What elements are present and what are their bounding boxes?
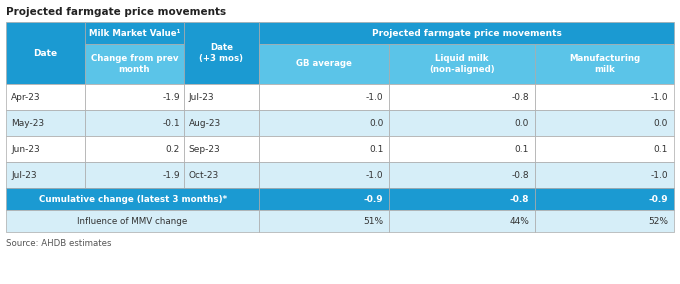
Text: Jul-23: Jul-23 [11, 170, 37, 179]
Text: -1.9: -1.9 [162, 170, 180, 179]
Text: Jul-23: Jul-23 [188, 93, 214, 101]
Text: Aug-23: Aug-23 [188, 118, 221, 128]
Bar [6, 84, 85, 110]
Text: -0.1: -0.1 [162, 118, 180, 128]
Bar [390, 210, 535, 232]
Bar [535, 210, 674, 232]
Bar [535, 136, 674, 162]
Bar [390, 110, 535, 136]
Text: Cumulative change (latest 3 months)*: Cumulative change (latest 3 months)* [39, 195, 226, 204]
Bar [259, 188, 390, 210]
Text: 51%: 51% [363, 216, 384, 225]
Text: GB average: GB average [296, 60, 352, 68]
Bar [390, 84, 535, 110]
Bar [85, 84, 184, 110]
Bar [6, 22, 85, 84]
Text: Projected farmgate price movements: Projected farmgate price movements [372, 28, 562, 37]
Text: Change from prev
month: Change from prev month [90, 54, 178, 74]
Bar [6, 110, 85, 136]
Text: 44%: 44% [509, 216, 529, 225]
Text: 0.0: 0.0 [653, 118, 668, 128]
Text: Date
(+3 mos): Date (+3 mos) [199, 43, 243, 63]
Text: 0.1: 0.1 [515, 145, 529, 153]
Text: 0.1: 0.1 [653, 145, 668, 153]
Text: -0.9: -0.9 [364, 195, 384, 204]
Text: -1.0: -1.0 [650, 93, 668, 101]
Text: -0.8: -0.8 [509, 195, 529, 204]
Bar [390, 162, 535, 188]
Text: Sep-23: Sep-23 [188, 145, 220, 153]
Bar [6, 136, 85, 162]
Bar [259, 84, 390, 110]
Text: Projected farmgate price movements: Projected farmgate price movements [6, 7, 226, 17]
Text: 0.0: 0.0 [369, 118, 384, 128]
Bar [390, 44, 535, 84]
Text: Oct-23: Oct-23 [188, 170, 219, 179]
Bar [184, 110, 259, 136]
Bar [85, 44, 184, 84]
Bar [259, 136, 390, 162]
Bar [259, 110, 390, 136]
Text: 52%: 52% [648, 216, 668, 225]
Bar [535, 44, 674, 84]
Text: -0.8: -0.8 [511, 170, 529, 179]
Bar [259, 22, 674, 44]
Text: Date: Date [33, 49, 58, 57]
Bar [535, 110, 674, 136]
Text: -0.8: -0.8 [511, 93, 529, 101]
Text: Milk Market Value¹: Milk Market Value¹ [88, 28, 180, 37]
Text: -1.0: -1.0 [366, 93, 384, 101]
Bar [184, 22, 259, 84]
Bar [6, 188, 259, 210]
Text: 0.2: 0.2 [165, 145, 180, 153]
Bar [535, 188, 674, 210]
Bar [184, 84, 259, 110]
Bar [85, 136, 184, 162]
Bar [390, 136, 535, 162]
Text: -1.0: -1.0 [366, 170, 384, 179]
Bar [85, 110, 184, 136]
Bar [259, 44, 390, 84]
Bar [259, 210, 390, 232]
Text: 0.1: 0.1 [369, 145, 384, 153]
Text: Influence of MMV change: Influence of MMV change [78, 216, 188, 225]
Text: Jun-23: Jun-23 [11, 145, 39, 153]
Text: May-23: May-23 [11, 118, 44, 128]
Bar [535, 162, 674, 188]
Text: -1.9: -1.9 [162, 93, 180, 101]
Text: 0.0: 0.0 [515, 118, 529, 128]
Bar [390, 188, 535, 210]
Bar [184, 136, 259, 162]
Bar [85, 22, 184, 44]
Bar [259, 162, 390, 188]
Text: Apr-23: Apr-23 [11, 93, 41, 101]
Text: Liquid milk
(non-aligned): Liquid milk (non-aligned) [430, 54, 495, 74]
Text: -1.0: -1.0 [650, 170, 668, 179]
Bar [6, 210, 259, 232]
Bar [6, 162, 85, 188]
Bar [535, 84, 674, 110]
Text: -0.9: -0.9 [648, 195, 668, 204]
Text: Source: AHDB estimates: Source: AHDB estimates [6, 239, 112, 248]
Text: Manufacturing
milk: Manufacturing milk [569, 54, 640, 74]
Bar [85, 162, 184, 188]
Bar [184, 162, 259, 188]
